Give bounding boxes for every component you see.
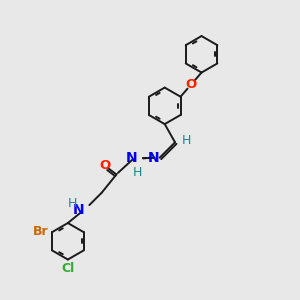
Text: H: H	[132, 167, 142, 179]
Text: Br: Br	[33, 225, 49, 238]
Text: H: H	[68, 197, 77, 210]
Text: H: H	[182, 134, 191, 147]
Text: O: O	[185, 78, 197, 91]
Text: Cl: Cl	[61, 262, 74, 275]
Text: N: N	[126, 151, 138, 165]
Text: O: O	[99, 159, 110, 172]
Text: N: N	[148, 151, 159, 165]
Text: N: N	[72, 203, 84, 218]
